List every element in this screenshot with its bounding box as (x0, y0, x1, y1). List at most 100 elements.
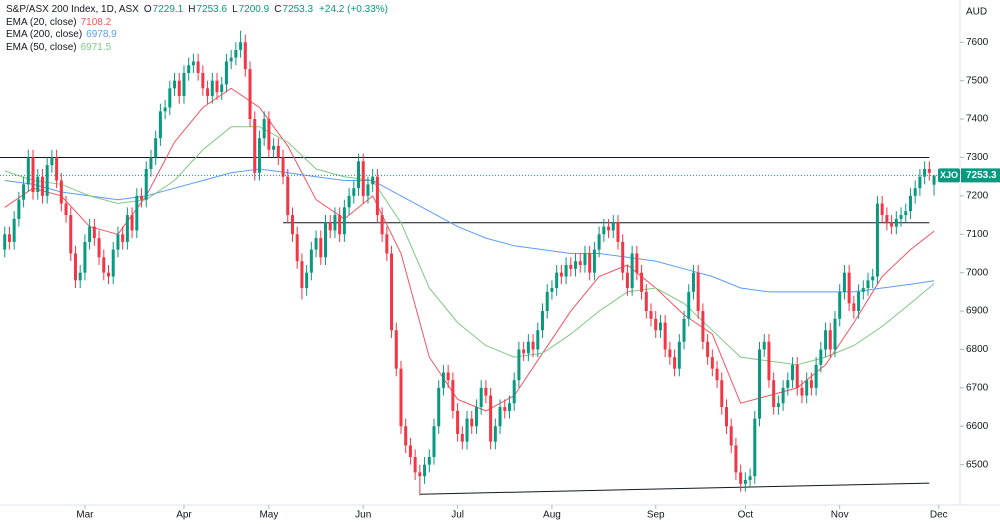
candle-body (923, 168, 927, 177)
candle-body (342, 207, 346, 235)
candle-body (220, 84, 224, 93)
candle-body (191, 61, 195, 66)
candle-body (347, 195, 351, 208)
y-tick-label: 6800 (966, 344, 989, 355)
candle-body (507, 403, 511, 411)
legend-value: 6978.9 (86, 29, 117, 40)
ema-line (4, 168, 935, 293)
y-tick-label: 7200 (966, 190, 989, 201)
candle-body (569, 264, 573, 269)
candle-body (437, 387, 441, 427)
candle-body (7, 234, 11, 242)
candle-body (734, 445, 738, 473)
ohlc-label: O (143, 4, 152, 15)
candle-body (758, 349, 762, 419)
candle-body (635, 253, 639, 273)
legend-entry: EMA (200, close) 6978.9 (6, 29, 388, 42)
candle-body (880, 203, 884, 216)
candle-body (125, 215, 129, 242)
candle-body (682, 318, 686, 342)
candle-body (276, 145, 280, 158)
candle-body (12, 218, 16, 242)
candle-body (559, 272, 563, 277)
candle-body (838, 291, 842, 319)
change: +24.2 (+0.33%) (319, 4, 388, 15)
candle-body (743, 480, 747, 484)
candle-body (333, 215, 337, 231)
ohlc-label: L (232, 4, 238, 15)
candle-body (861, 288, 865, 292)
candle-body (286, 176, 290, 216)
candle-body (805, 380, 809, 396)
candle-body (187, 65, 191, 73)
legend: S&P/ASX 200 Index, 1D, ASX O7229.1 H7253.6… (6, 4, 388, 54)
candle-body (262, 119, 266, 139)
symbol-label: XJO (940, 170, 958, 180)
ohlc-label: H (188, 4, 196, 15)
candle-body (69, 215, 73, 254)
candle-body (163, 107, 167, 112)
candle-body (800, 387, 804, 396)
candle-body (616, 222, 620, 242)
candle-body (40, 176, 44, 196)
candle-body (17, 199, 21, 219)
candle-body (324, 222, 328, 258)
candle-body (215, 80, 219, 93)
candle-body (446, 372, 450, 381)
candle-body (710, 357, 714, 369)
candle-body (512, 380, 516, 404)
candle-body (243, 42, 247, 70)
candle-body (144, 168, 148, 200)
candle-body (474, 407, 478, 427)
candle-body (531, 341, 535, 350)
x-tick-label: Nov (831, 510, 849, 521)
candle-body (404, 426, 408, 446)
candle-body (715, 368, 719, 381)
y-tick-label: 6900 (966, 306, 989, 317)
candle-body (673, 357, 677, 369)
candle-body (574, 261, 578, 269)
candle-body (149, 157, 153, 169)
candle-body (564, 264, 568, 277)
candle-body (706, 341, 710, 358)
candle-body (427, 456, 431, 465)
candle-body (729, 426, 733, 446)
candle-body (555, 272, 559, 289)
candle-body (536, 330, 540, 350)
candle-body (545, 291, 549, 312)
candle-body (498, 407, 502, 427)
candle-body (640, 272, 644, 292)
candle-body (842, 272, 846, 292)
ohlc-value: 7229.1 (152, 4, 184, 15)
candle-body (847, 272, 851, 304)
candle-body (621, 241, 625, 273)
candle-body (503, 407, 507, 411)
candle-body (772, 380, 776, 408)
candle-body (111, 249, 115, 277)
candle-body (206, 88, 210, 97)
candle-body (36, 176, 40, 193)
candle-body (649, 311, 653, 319)
candle-body (687, 291, 691, 319)
candle-body (456, 410, 460, 434)
candle-body (908, 195, 912, 212)
legend-label: EMA (20, close) (6, 16, 77, 28)
candle-body (130, 215, 134, 231)
x-tick-label: May (259, 510, 278, 521)
symbol-badge (938, 168, 960, 183)
candle-body (102, 257, 106, 273)
drawn-line (419, 482, 930, 495)
candle-body (168, 88, 172, 108)
candle-body (550, 288, 554, 292)
candle-body (663, 322, 667, 350)
candle-body (597, 234, 601, 250)
candle-body (73, 253, 77, 281)
candle-body (88, 226, 92, 242)
candle-body (630, 253, 634, 289)
candle-body (484, 387, 488, 396)
candle-body (602, 226, 606, 235)
candle-body (177, 80, 181, 97)
candle-body (248, 69, 252, 120)
candle-body (314, 238, 318, 250)
